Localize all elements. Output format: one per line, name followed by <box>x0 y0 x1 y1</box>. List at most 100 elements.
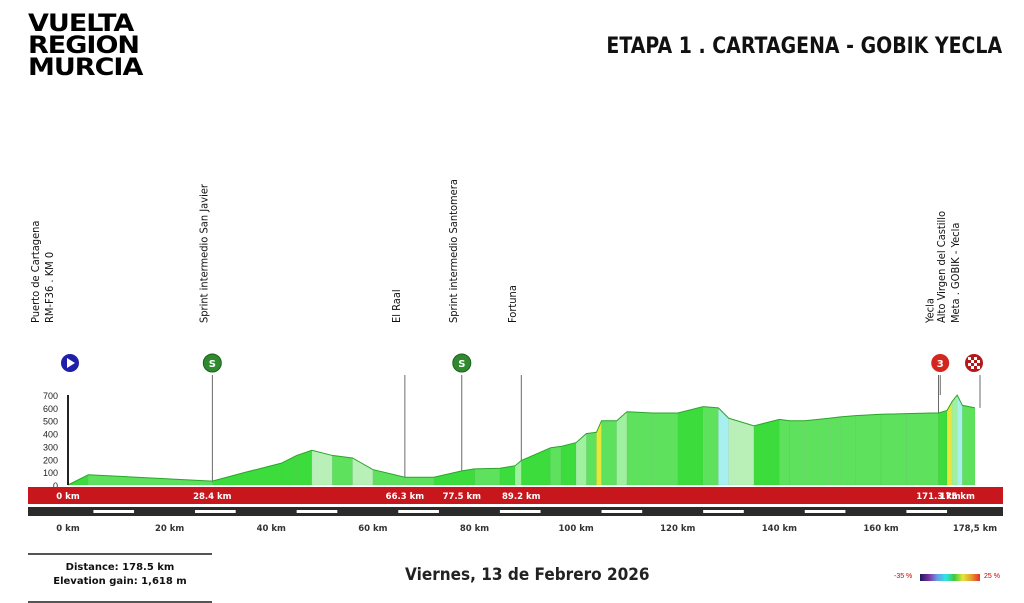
profile-segment <box>514 460 522 486</box>
waypoint-label: El Raal <box>390 289 403 323</box>
finish-flag-square <box>977 366 980 369</box>
logo-line-1: VUELTA <box>28 9 134 38</box>
x-tick-label: 140 km <box>762 524 797 534</box>
profile-line <box>67 394 976 486</box>
profile-segment <box>616 411 628 486</box>
sprint-marker-icon <box>202 353 222 373</box>
scale-stripe <box>804 510 846 513</box>
profile-segment <box>718 407 729 486</box>
profile-segment <box>626 411 653 486</box>
y-tick-label: 0 <box>53 481 58 491</box>
logo-line-3: MURCIA <box>28 53 143 82</box>
profile-segment <box>474 468 501 486</box>
waypoint-label: Fortuna <box>506 285 519 323</box>
km-band-label: 89.2 km <box>502 492 541 502</box>
race-logo: VUELTA REGION MURCIA <box>28 9 198 82</box>
y-tick-label: 700 <box>43 391 58 401</box>
km-band-label: 171.3 km <box>916 492 960 502</box>
profile-segment <box>789 420 806 486</box>
x-tick-label: 60 km <box>358 524 387 534</box>
profile-segment <box>331 455 353 486</box>
km-band <box>28 487 1003 504</box>
profile-segment <box>404 477 435 486</box>
waypoint-label: Alto Virgen del Castillo <box>935 211 948 323</box>
sprint-marker-label: S <box>209 359 216 370</box>
profile-segment <box>804 417 831 486</box>
km-band-label: 66.3 km <box>386 492 425 502</box>
profile-segment <box>677 406 704 486</box>
finish-flag-square <box>974 363 977 366</box>
km-band-label: 175 km <box>940 492 975 502</box>
profile-segment <box>962 404 976 486</box>
profile-segment <box>245 462 282 486</box>
waypoint-label: Yecla <box>923 298 936 324</box>
scale-stripe <box>906 510 948 513</box>
profile-segment <box>372 469 406 486</box>
km-band-label: 28.4 km <box>193 492 232 502</box>
x-tick-label: 20 km <box>155 524 184 534</box>
climb-category-icon <box>931 354 950 372</box>
profile-segment <box>433 470 463 486</box>
x-tick-label: 100 km <box>559 524 594 534</box>
profile-segment <box>906 412 933 486</box>
profile-segment <box>311 449 333 486</box>
profile-segment <box>461 468 475 486</box>
finish-flag-square <box>971 366 974 369</box>
profile-segment <box>520 447 551 486</box>
y-tick-label: 200 <box>43 455 58 465</box>
y-tick-label: 100 <box>43 468 58 478</box>
profile-segment <box>296 449 313 486</box>
profile-segment <box>931 412 939 486</box>
waypoint-label: Meta . GOBIK - Yecla <box>949 223 962 323</box>
sprint-marker-label: S <box>458 359 465 370</box>
profile-segment <box>702 406 719 486</box>
profile-segment <box>840 415 856 486</box>
profile-segment <box>938 410 948 486</box>
climb-category-label: 3 <box>937 359 944 370</box>
profile-segment <box>601 420 618 486</box>
waypoint-label: Sprint intermedio San Javier <box>197 183 210 323</box>
finish-flag-square <box>968 363 971 366</box>
x-tick-label: 80 km <box>460 524 489 534</box>
scale-stripe <box>296 510 338 513</box>
km-scale-layer: 0 km 20 km 40 km 60 km 80 km 100 km 120 km 140 … <box>28 507 1003 534</box>
km-band-layer: 0 km 28.4 km 66.3 km 77.5 km 89.2 km 171.3 km… <box>28 487 1003 504</box>
profile-segment <box>586 432 597 486</box>
x-tick-label: 0 km <box>56 524 80 534</box>
waypoint-label: Puerto de Cartagena <box>29 221 42 324</box>
scale-stripe <box>93 510 135 513</box>
waypoint-layer: Puerto de Cartagena RM-F36 . KM 0 S Sprint … <box>29 179 983 482</box>
x-tick-label: 40 km <box>257 524 286 534</box>
y-tick-label: 500 <box>43 417 58 427</box>
elevation-gain-text: Elevation gain: 1,618 m <box>53 576 187 587</box>
profile-segment <box>652 412 678 486</box>
stage-date: Viernes, 13 de Febrero 2026 <box>405 565 650 585</box>
profile-segment <box>753 419 780 486</box>
km-band-label: 77.5 km <box>443 492 482 502</box>
profile-segment <box>956 394 963 486</box>
profile-segment <box>829 416 841 486</box>
stage-summary: Distance: 178.5 km Elevation gain: 1,618… <box>28 553 212 603</box>
stage-title: ETAPA 1 . CARTAGENA - GOBIK YECLA <box>606 34 1002 59</box>
y-tick-label: 600 <box>43 404 58 414</box>
profile-segment <box>560 442 577 486</box>
km-band-label: 0 km <box>56 492 80 502</box>
distance-text: Distance: 178.5 km <box>65 562 175 573</box>
profile-segment <box>880 413 907 486</box>
gradient-max-label: 25 % <box>984 573 1000 580</box>
x-tick-label: 160 km <box>863 524 898 534</box>
scale-stripe <box>601 510 643 513</box>
x-tick-label: 178,5 km <box>953 524 997 534</box>
gradient-color-bar <box>920 574 980 581</box>
scale-stripe <box>703 510 744 513</box>
profile-layer <box>67 394 976 486</box>
finish-flag-square <box>977 360 980 363</box>
scale-stripe <box>195 510 236 513</box>
finish-flag-square <box>971 360 974 363</box>
profile-segment <box>212 471 247 486</box>
profile-segment <box>779 419 790 486</box>
y-tick-label: 400 <box>43 430 58 440</box>
profile-segment <box>352 457 374 486</box>
gradient-min-label: -35 % <box>894 573 913 580</box>
